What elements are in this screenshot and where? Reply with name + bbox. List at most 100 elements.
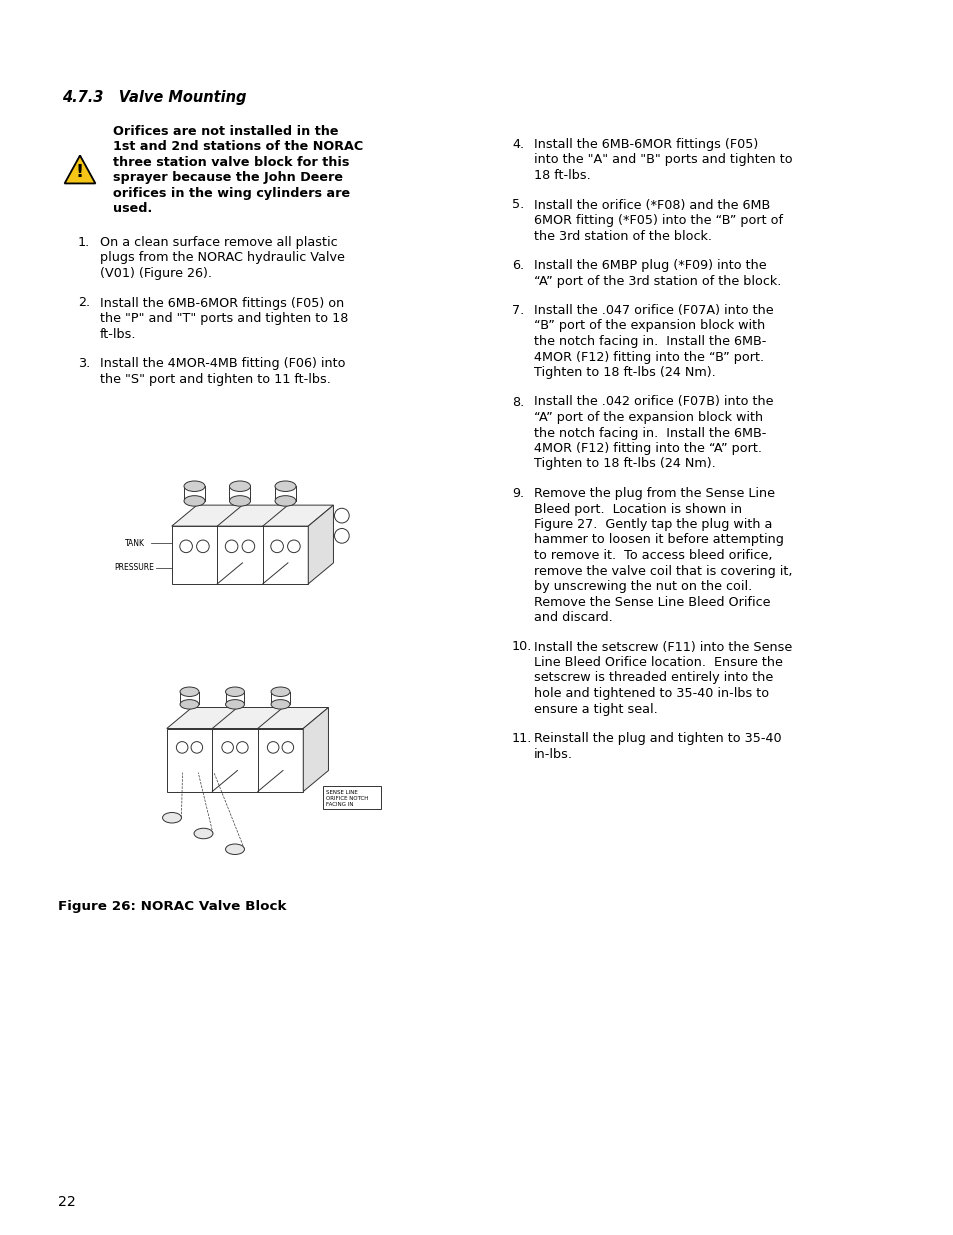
- Text: 8.: 8.: [512, 395, 524, 409]
- Text: Install the 6MB-6MOR fittings (F05): Install the 6MB-6MOR fittings (F05): [534, 138, 758, 151]
- Circle shape: [191, 742, 202, 753]
- Text: Tighten to 18 ft-lbs (24 Nm).: Tighten to 18 ft-lbs (24 Nm).: [534, 366, 715, 379]
- Text: 22: 22: [58, 1195, 75, 1209]
- Text: in-lbs.: in-lbs.: [534, 747, 573, 761]
- Ellipse shape: [274, 495, 295, 506]
- Text: “A” port of the expansion block with: “A” port of the expansion block with: [534, 411, 762, 424]
- Circle shape: [196, 540, 209, 552]
- Text: “B” port of the expansion block with: “B” port of the expansion block with: [534, 320, 764, 332]
- Text: 3.: 3.: [78, 357, 91, 370]
- Text: Install the 4MOR-4MB fitting (F06) into: Install the 4MOR-4MB fitting (F06) into: [100, 357, 345, 370]
- Text: 4MOR (F12) fitting into the “B” port.: 4MOR (F12) fitting into the “B” port.: [534, 351, 763, 363]
- Ellipse shape: [230, 495, 251, 506]
- Text: the notch facing in.  Install the 6MB-: the notch facing in. Install the 6MB-: [534, 335, 765, 348]
- Text: Remove the plug from the Sense Line: Remove the plug from the Sense Line: [534, 487, 774, 500]
- Text: 7.: 7.: [512, 304, 524, 317]
- FancyBboxPatch shape: [323, 787, 380, 809]
- Text: Install the 6MB-6MOR fittings (F05) on: Install the 6MB-6MOR fittings (F05) on: [100, 296, 344, 310]
- Text: setscrew is threaded entirely into the: setscrew is threaded entirely into the: [534, 672, 773, 684]
- Text: Reinstall the plug and tighten to 35-40: Reinstall the plug and tighten to 35-40: [534, 732, 781, 745]
- Text: 9.: 9.: [512, 487, 523, 500]
- Ellipse shape: [230, 480, 251, 492]
- Text: Remove the Sense Line Bleed Orifice: Remove the Sense Line Bleed Orifice: [534, 595, 770, 609]
- Ellipse shape: [180, 699, 199, 709]
- Ellipse shape: [162, 813, 181, 823]
- Text: 18 ft-lbs.: 18 ft-lbs.: [534, 169, 590, 182]
- Text: Install the .047 orifice (F07A) into the: Install the .047 orifice (F07A) into the: [534, 304, 773, 317]
- Polygon shape: [308, 505, 334, 584]
- Ellipse shape: [193, 829, 213, 839]
- Text: 4.7.3   Valve Mounting: 4.7.3 Valve Mounting: [62, 90, 246, 105]
- Text: Install the setscrew (F11) into the Sense: Install the setscrew (F11) into the Sens…: [534, 641, 791, 653]
- Text: and discard.: and discard.: [534, 611, 612, 624]
- Text: by unscrewing the nut on the coil.: by unscrewing the nut on the coil.: [534, 580, 752, 593]
- Polygon shape: [167, 708, 328, 729]
- Text: 1st and 2nd stations of the NORAC: 1st and 2nd stations of the NORAC: [112, 141, 363, 153]
- Polygon shape: [65, 156, 95, 184]
- Text: 4MOR (F12) fitting into the “A” port.: 4MOR (F12) fitting into the “A” port.: [534, 442, 761, 454]
- Text: 5.: 5.: [512, 199, 524, 211]
- Text: !: !: [76, 163, 84, 182]
- Circle shape: [179, 540, 193, 552]
- Circle shape: [222, 742, 233, 753]
- Text: SENSE LINE
ORIFICE NOTCH
FACING IN: SENSE LINE ORIFICE NOTCH FACING IN: [326, 790, 369, 806]
- Text: the 3rd station of the block.: the 3rd station of the block.: [534, 230, 711, 242]
- Text: On a clean surface remove all plastic: On a clean surface remove all plastic: [100, 236, 337, 249]
- Text: PRESSURE: PRESSURE: [113, 563, 153, 572]
- Text: Install the orifice (*F08) and the 6MB: Install the orifice (*F08) and the 6MB: [534, 199, 769, 211]
- Text: plugs from the NORAC hydraulic Valve: plugs from the NORAC hydraulic Valve: [100, 252, 345, 264]
- Text: remove the valve coil that is covering it,: remove the valve coil that is covering i…: [534, 564, 792, 578]
- Text: Orifices are not installed in the: Orifices are not installed in the: [112, 125, 338, 138]
- Ellipse shape: [271, 699, 290, 709]
- Polygon shape: [172, 505, 334, 526]
- Text: Install the 6MBP plug (*F09) into the: Install the 6MBP plug (*F09) into the: [534, 259, 766, 272]
- Text: Install the .042 orifice (F07B) into the: Install the .042 orifice (F07B) into the: [534, 395, 773, 409]
- Bar: [172, 526, 308, 584]
- Text: to remove it.  To access bleed orifice,: to remove it. To access bleed orifice,: [534, 550, 772, 562]
- Text: Figure 27.  Gently tap the plug with a: Figure 27. Gently tap the plug with a: [534, 517, 772, 531]
- Circle shape: [282, 742, 294, 753]
- Circle shape: [335, 509, 349, 522]
- Text: 6.: 6.: [512, 259, 523, 272]
- Text: 11.: 11.: [512, 732, 532, 745]
- Ellipse shape: [271, 687, 290, 697]
- Text: hammer to loosen it before attempting: hammer to loosen it before attempting: [534, 534, 783, 547]
- Text: Figure 26: NORAC Valve Block: Figure 26: NORAC Valve Block: [58, 900, 286, 913]
- Text: Tighten to 18 ft-lbs (24 Nm).: Tighten to 18 ft-lbs (24 Nm).: [534, 457, 715, 471]
- Text: Bleed port.  Location is shown in: Bleed port. Location is shown in: [534, 503, 741, 515]
- Text: TANK: TANK: [125, 538, 144, 548]
- Text: 4.: 4.: [512, 138, 523, 151]
- Text: (V01) (Figure 26).: (V01) (Figure 26).: [100, 267, 212, 280]
- Text: orifices in the wing cylinders are: orifices in the wing cylinders are: [112, 186, 350, 200]
- Circle shape: [225, 540, 237, 552]
- Ellipse shape: [225, 844, 244, 855]
- Ellipse shape: [184, 495, 205, 506]
- Text: used.: used.: [112, 203, 152, 215]
- Text: into the "A" and "B" ports and tighten to: into the "A" and "B" ports and tighten t…: [534, 153, 792, 167]
- Ellipse shape: [184, 480, 205, 492]
- Text: 10.: 10.: [512, 641, 532, 653]
- Polygon shape: [303, 708, 328, 792]
- Text: “A” port of the 3rd station of the block.: “A” port of the 3rd station of the block…: [534, 274, 781, 288]
- Circle shape: [287, 540, 300, 552]
- Circle shape: [335, 529, 349, 543]
- Ellipse shape: [225, 687, 244, 697]
- Text: 6MOR fitting (*F05) into the “B” port of: 6MOR fitting (*F05) into the “B” port of: [534, 214, 782, 227]
- Text: 2.: 2.: [78, 296, 90, 310]
- Text: sprayer because the John Deere: sprayer because the John Deere: [112, 172, 343, 184]
- Circle shape: [271, 540, 283, 552]
- Bar: [167, 729, 303, 792]
- Circle shape: [267, 742, 278, 753]
- Circle shape: [176, 742, 188, 753]
- Text: ensure a tight seal.: ensure a tight seal.: [534, 703, 657, 715]
- Text: 1.: 1.: [78, 236, 91, 249]
- Text: the notch facing in.  Install the 6MB-: the notch facing in. Install the 6MB-: [534, 426, 765, 440]
- Circle shape: [236, 742, 248, 753]
- Ellipse shape: [274, 480, 295, 492]
- Text: the "S" port and tighten to 11 ft-lbs.: the "S" port and tighten to 11 ft-lbs.: [100, 373, 331, 385]
- Text: ft-lbs.: ft-lbs.: [100, 327, 136, 341]
- Text: the "P" and "T" ports and tighten to 18: the "P" and "T" ports and tighten to 18: [100, 312, 348, 325]
- Text: hole and tightened to 35-40 in-lbs to: hole and tightened to 35-40 in-lbs to: [534, 687, 768, 700]
- Text: Line Bleed Orifice location.  Ensure the: Line Bleed Orifice location. Ensure the: [534, 656, 782, 669]
- Circle shape: [242, 540, 254, 552]
